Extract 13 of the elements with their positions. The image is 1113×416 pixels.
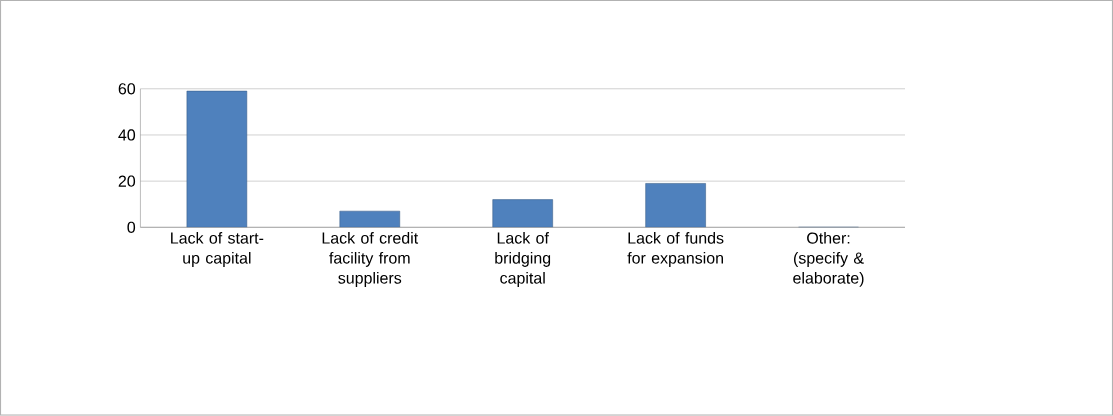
bar	[186, 90, 248, 228]
bar	[492, 199, 553, 228]
x-tick-label: Lack of credit facility from suppliers	[322, 232, 419, 288]
x-tick-label: Other: (specify & elaborate)	[793, 232, 864, 288]
bar	[339, 211, 401, 228]
y-tick-label: 0	[127, 221, 136, 234]
bar	[645, 183, 706, 228]
y-tick-label: 40	[118, 129, 136, 141]
x-tick-label: Lack of start-up capital	[171, 232, 264, 268]
x-tick-label: Lack of bridging capital	[495, 232, 551, 288]
y-tick-label: 20	[118, 175, 136, 187]
x-tick-label: Lack of funds for expansion	[627, 232, 724, 268]
y-tick-label: 60	[118, 83, 136, 95]
